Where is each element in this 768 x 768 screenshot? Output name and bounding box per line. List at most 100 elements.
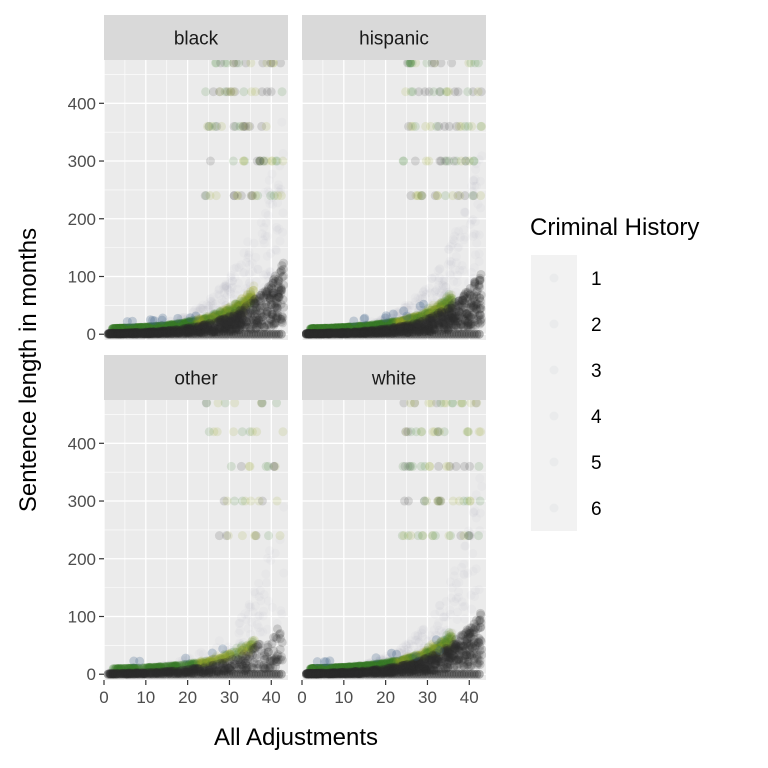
point — [161, 327, 171, 337]
point — [193, 326, 203, 336]
point — [177, 325, 187, 335]
point — [244, 293, 254, 303]
point — [132, 323, 142, 333]
point — [168, 320, 178, 330]
point — [131, 328, 141, 338]
point — [158, 328, 168, 338]
point — [123, 327, 133, 337]
point — [142, 323, 152, 333]
point — [310, 327, 320, 337]
point — [204, 320, 214, 330]
point — [185, 327, 195, 337]
point — [145, 322, 155, 332]
point — [163, 320, 173, 330]
point — [197, 316, 207, 326]
point — [117, 329, 127, 339]
point — [243, 297, 253, 307]
point — [313, 328, 323, 338]
point — [256, 290, 266, 300]
point — [155, 327, 165, 337]
point — [166, 324, 176, 334]
point — [110, 323, 120, 333]
point — [375, 323, 385, 333]
point — [197, 317, 207, 327]
point — [279, 502, 288, 512]
point — [205, 326, 215, 336]
point — [205, 314, 215, 324]
point — [373, 324, 383, 334]
point — [376, 324, 386, 334]
point — [134, 323, 144, 333]
point — [456, 156, 466, 166]
point — [137, 322, 147, 332]
point — [165, 321, 175, 331]
point — [467, 267, 477, 277]
point — [230, 305, 240, 315]
point — [134, 323, 144, 333]
point — [246, 325, 256, 335]
point — [471, 230, 481, 240]
point — [148, 322, 158, 332]
point — [218, 312, 228, 322]
point — [229, 305, 239, 315]
point — [205, 325, 215, 335]
point — [116, 329, 126, 339]
point — [336, 324, 346, 334]
point — [439, 303, 449, 313]
point — [170, 319, 180, 329]
point — [337, 326, 347, 336]
point — [111, 329, 121, 339]
point — [181, 329, 191, 339]
point — [331, 325, 341, 335]
point — [189, 306, 199, 316]
point — [121, 325, 131, 335]
point — [261, 121, 271, 131]
point — [168, 319, 178, 329]
point — [154, 321, 164, 331]
point — [199, 324, 209, 334]
point — [143, 324, 153, 334]
point — [235, 322, 245, 332]
point — [246, 287, 256, 297]
point — [268, 290, 278, 300]
point — [199, 320, 209, 330]
point — [165, 326, 175, 336]
point — [477, 121, 486, 131]
point — [220, 87, 230, 97]
point — [357, 327, 367, 337]
point — [276, 299, 286, 309]
point — [184, 318, 194, 328]
point — [378, 327, 388, 337]
point — [471, 181, 481, 191]
point — [113, 329, 123, 339]
point — [453, 312, 463, 322]
point — [173, 329, 183, 339]
point — [137, 322, 147, 332]
point — [274, 292, 284, 302]
point — [114, 328, 124, 338]
point — [197, 322, 207, 332]
point — [194, 321, 204, 331]
point — [211, 310, 221, 320]
point — [105, 328, 115, 338]
point — [462, 308, 472, 318]
point — [189, 317, 199, 327]
point — [112, 323, 122, 333]
point — [374, 321, 384, 331]
point — [189, 317, 199, 327]
point — [163, 321, 173, 331]
point — [108, 327, 118, 337]
point — [127, 325, 137, 335]
point — [141, 327, 151, 337]
point — [310, 328, 320, 338]
point — [214, 327, 224, 337]
point — [362, 324, 372, 334]
point — [276, 184, 286, 194]
point — [156, 327, 166, 337]
point — [175, 320, 185, 330]
point — [143, 322, 153, 332]
point — [116, 323, 126, 333]
point — [142, 325, 152, 335]
point — [266, 329, 276, 339]
